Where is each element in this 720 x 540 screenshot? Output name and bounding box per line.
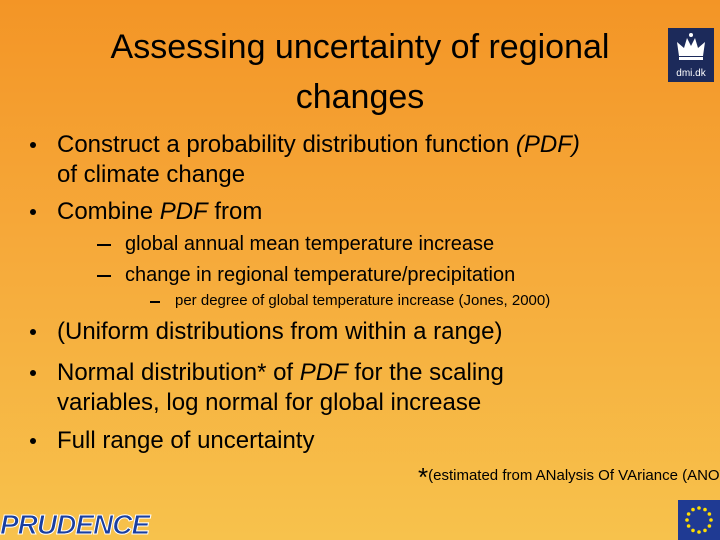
eu-flag: [678, 500, 720, 540]
bullet-text: (PDF): [515, 131, 580, 158]
bullet-item: Full range of uncertainty: [30, 426, 605, 456]
footnote: *(estimated from ANalysis Of VAriance (A…: [418, 462, 720, 493]
bullet-text: Combine: [57, 198, 160, 225]
eu-star: [686, 512, 691, 516]
bullet-item: Normal distribution* of PDF for the scal…: [30, 358, 605, 418]
bullet-text: Normal distribution* of: [57, 359, 300, 386]
bullet-item: change in regional temperature/precipita…: [97, 260, 645, 291]
eu-star: [707, 524, 712, 528]
bullet-item: per degree of global temperature increas…: [150, 291, 675, 311]
bullet-text: PDF: [159, 198, 208, 225]
footnote-text: (estimated from ANalysis Of VAriance (AN…: [428, 467, 720, 484]
bullet-text: Construct a probability distribution fun…: [57, 131, 516, 158]
bullet-item: (Uniform distributions from within a ran…: [30, 317, 605, 347]
bullet-marker: [97, 244, 111, 246]
eu-star: [709, 518, 713, 522]
bullet-marker: [30, 438, 36, 444]
bullet-text: PDF: [299, 359, 348, 386]
bullet-text: from: [207, 198, 263, 225]
bullet-text: (Uniform distributions from within a ran…: [57, 318, 503, 345]
bullet-text: Full range of uncertainty: [57, 427, 315, 454]
eu-star: [703, 507, 707, 512]
bullet-item: global annual mean temperature increase: [97, 229, 645, 260]
bullet-marker: [97, 275, 111, 277]
slide-title: Assessing uncertainty of regional change…: [110, 28, 610, 116]
bullet-marker: [30, 142, 36, 148]
eu-star: [697, 530, 701, 534]
eu-star: [686, 524, 691, 528]
bullet-text: for the scaling variables, log normal fo…: [57, 359, 504, 416]
eu-star: [703, 528, 707, 533]
eu-star: [691, 528, 695, 533]
eu-star: [691, 507, 695, 512]
bullet-text: of climate change: [57, 161, 246, 188]
footnote-mark: *: [418, 462, 429, 492]
eu-star: [707, 512, 712, 516]
eu-star: [697, 506, 701, 510]
dmi-logo-text: dmi.dk: [676, 68, 706, 79]
bullet-text: global annual mean temperature increase: [125, 233, 495, 255]
bullet-text: change in regional temperature/precipita…: [125, 264, 516, 286]
bullet-marker: [30, 209, 36, 215]
bullet-item: Construct a probability distribution fun…: [30, 130, 605, 190]
eu-star: [685, 518, 689, 522]
crown-icon: [677, 33, 705, 60]
bullet-marker: [30, 370, 36, 376]
dmi-logo: dmi.dk: [668, 28, 714, 82]
bullet-item: Combine PDF from: [30, 197, 605, 227]
bullet-marker: [30, 329, 36, 335]
prudence-logo: PRUDENCE: [0, 509, 151, 540]
bullet-marker: [150, 301, 160, 303]
bullet-text: per degree of global temperature increas…: [175, 292, 551, 309]
